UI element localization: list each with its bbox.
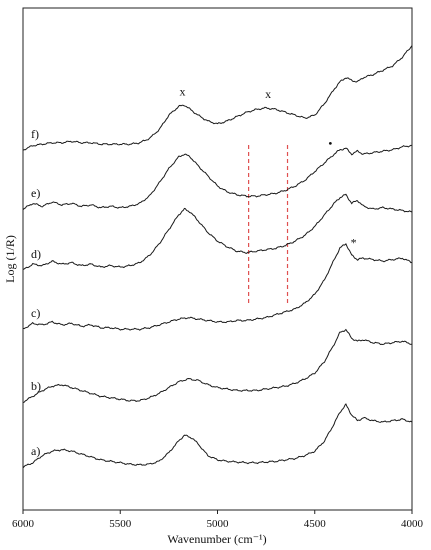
spectrum-trace: [22, 243, 413, 331]
x-axis-title: Wavenumber (cm⁻¹): [167, 532, 266, 546]
trace-label: f): [31, 127, 39, 141]
x-tick-label: 5500: [109, 518, 132, 530]
trace-label: b): [31, 379, 41, 393]
plot-frame: [22, 7, 413, 511]
x-tick-label: 4000: [401, 518, 424, 530]
x-tick-label: 5000: [207, 518, 230, 530]
x-axis-ticks: 6000 5500 5000 4500 4000: [12, 510, 424, 530]
spectrum-trace: [22, 45, 413, 151]
spectrum-trace: [22, 403, 413, 469]
spectra-traces: [22, 45, 413, 469]
peak-marker: •: [328, 137, 332, 151]
reference-lines: [248, 145, 289, 305]
trace-label: a): [31, 444, 40, 458]
trace-label: d): [31, 247, 41, 261]
peak-marker: *: [351, 236, 357, 250]
peak-marker: x: [180, 85, 186, 99]
spectrum-trace: [22, 144, 412, 211]
spectrum-trace: [22, 193, 413, 270]
trace-label: e): [31, 186, 40, 200]
spectrum-trace: [22, 328, 413, 403]
y-axis-title: Log (1/R): [3, 235, 17, 283]
trace-labels: a) b) c) d) e) f): [31, 127, 41, 458]
trace-label: c): [31, 306, 40, 320]
x-tick-label: 6000: [12, 518, 35, 530]
peak-marker: x: [265, 87, 271, 101]
peak-markers: x x • *: [180, 85, 357, 250]
x-tick-label: 4500: [304, 518, 327, 530]
